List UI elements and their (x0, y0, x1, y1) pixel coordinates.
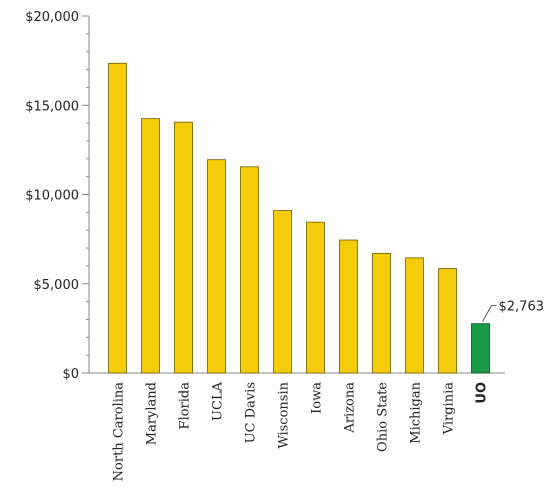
y-tick-label: $15,000 (25, 99, 79, 114)
y-tick-label: $0 (62, 367, 79, 382)
x-tick-label: UC Davis (244, 382, 259, 443)
bar-highlight (471, 323, 490, 374)
x-tick-label: UO (475, 382, 490, 404)
x-tick-label: Virginia (442, 382, 457, 436)
bar (405, 257, 424, 374)
bar (306, 221, 325, 374)
x-tick-label: Florida (178, 382, 193, 430)
x-tick-label: Maryland (145, 382, 160, 445)
bar (438, 268, 457, 374)
bar (372, 253, 391, 374)
bar (273, 210, 292, 374)
annotation-leader (482, 305, 497, 322)
bar (108, 62, 127, 374)
x-tick-label: UCLA (211, 381, 226, 421)
y-tick-label: $20,000 (25, 10, 79, 25)
bar (240, 166, 259, 374)
bar (207, 159, 226, 374)
x-tick-label: Arizona (343, 382, 358, 434)
y-tick-label: $10,000 (25, 189, 79, 204)
bar (174, 121, 193, 374)
y-tick-label: $5,000 (34, 278, 80, 293)
x-tick-label: Iowa (310, 382, 325, 414)
bar (141, 118, 160, 374)
x-tick-label: North Carolina (112, 382, 127, 482)
x-tick-label: Wisconsin (277, 381, 292, 448)
bar (339, 239, 358, 374)
x-tick-label: Ohio State (376, 382, 391, 452)
data-label: $2,763 (499, 300, 545, 315)
x-tick-label: Michigan (409, 381, 424, 443)
